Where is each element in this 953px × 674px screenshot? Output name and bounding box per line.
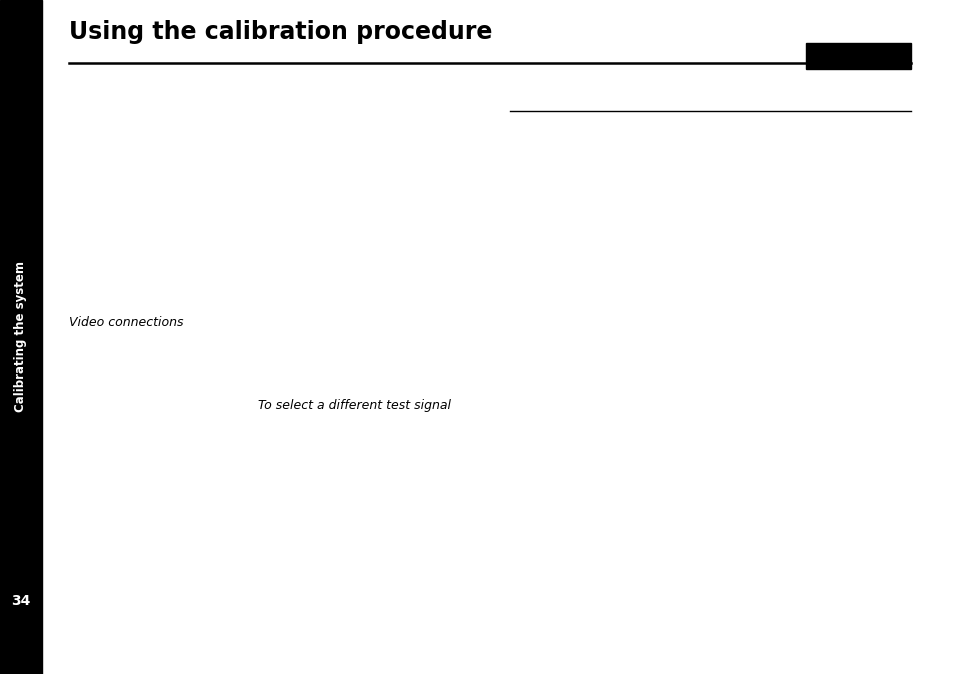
Text: Using the calibration procedure: Using the calibration procedure bbox=[69, 20, 492, 44]
Text: Calibrating the system: Calibrating the system bbox=[14, 262, 28, 412]
Text: To select a different test signal: To select a different test signal bbox=[257, 400, 450, 412]
Text: 34: 34 bbox=[11, 594, 30, 608]
Bar bbox=[805, 43, 910, 69]
Text: Video connections: Video connections bbox=[69, 316, 183, 329]
Bar bbox=[0, 0, 42, 674]
